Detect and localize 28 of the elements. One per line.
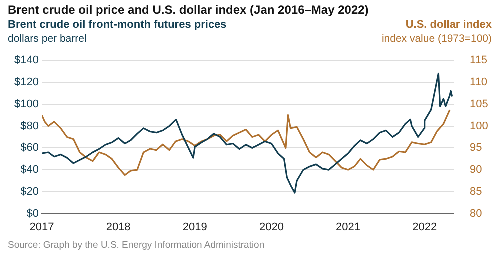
x-tick-label: 2019 <box>182 221 208 234</box>
y-axis-title: dollars per barrel <box>8 33 87 45</box>
x-tick-label: 2018 <box>106 221 131 234</box>
y2-tick-label: 80 <box>470 208 482 220</box>
source-note: Source: Graph by the U.S. Energy Information Administration <box>8 240 265 251</box>
text: U.S. dollar index <box>406 19 492 31</box>
y2-tick-label: 115 <box>470 54 488 67</box>
y2-tick-label: 100 <box>470 120 488 132</box>
y-tick-label: $120 <box>14 76 39 89</box>
x-tick-label: 2020 <box>259 221 284 234</box>
text: Brent crude oil front-month futures prices <box>8 19 227 31</box>
y-tick-label: $40 <box>20 164 39 176</box>
y2-tick-label: 110 <box>470 76 488 89</box>
y2-tick-label: 90 <box>470 164 482 176</box>
y-tick-label: $20 <box>20 186 39 198</box>
y-tick-label: $80 <box>20 120 39 132</box>
y-tick-label: $60 <box>20 142 39 154</box>
y2-tick-label: 95 <box>470 142 482 154</box>
y2-axis-title: index value (1973=100) <box>382 33 492 45</box>
x-tick-label: 2017 <box>30 221 54 234</box>
x-tick-label: 2022 <box>412 221 438 234</box>
y2-tick-label: 105 <box>470 98 488 110</box>
y-tick-label: $0 <box>26 208 39 220</box>
chart-title: Brent crude oil price and U.S. dollar index (Jan 2016–May 2022) <box>8 3 369 17</box>
y2-tick-label: 85 <box>470 186 482 198</box>
y-tick-label: $100 <box>14 98 39 110</box>
x-tick-label: 2021 <box>336 221 361 234</box>
y-tick-label: $140 <box>14 54 39 67</box>
